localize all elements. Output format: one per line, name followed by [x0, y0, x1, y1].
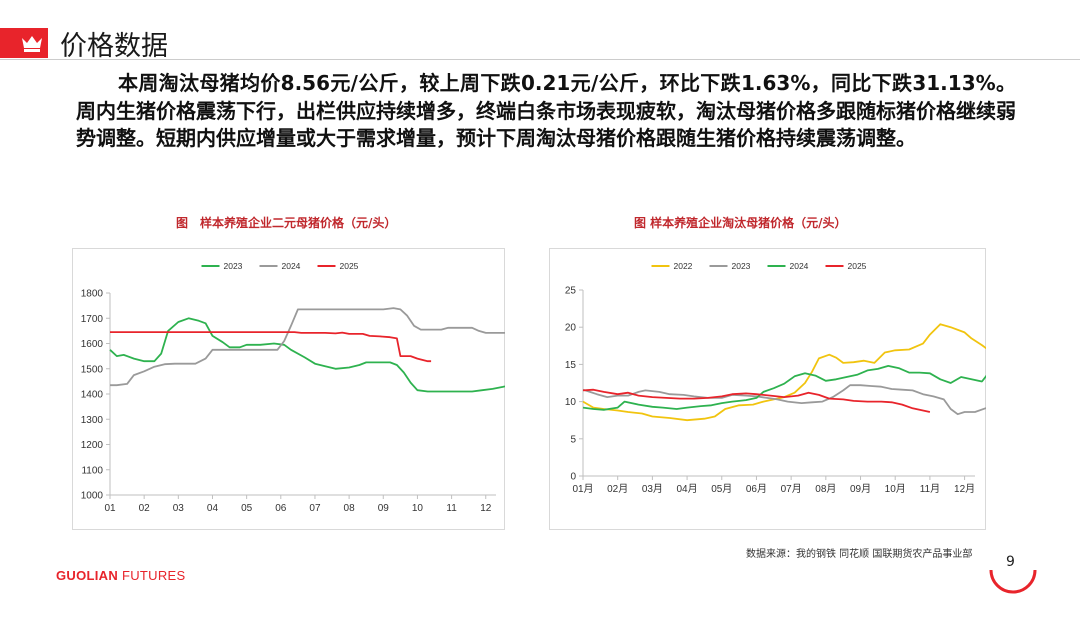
y-tick-label: 1000 [81, 491, 104, 502]
legend-item: 2022 [651, 261, 693, 271]
x-tick-label: 03月 [642, 483, 663, 495]
y-tick-label: 25 [565, 286, 577, 297]
legend-item: 2023 [709, 261, 751, 271]
legend-item: 2024 [767, 261, 809, 271]
y-tick-label: 1100 [81, 465, 103, 476]
brand-logo: GUOLIAN FUTURES [56, 568, 185, 583]
data-source: 数据来源：我的钢铁 同花顺 国联期货农产品事业部 [746, 549, 973, 560]
legend-item: 2024 [259, 261, 301, 271]
series-line-2023 [582, 384, 986, 416]
series-line-2022 [582, 323, 986, 422]
series-line-2024 [582, 365, 986, 411]
y-tick-label: 1600 [81, 339, 104, 350]
legend-label: 2023 [732, 261, 751, 271]
chart-panel [549, 248, 986, 530]
y-tick-label: 0 [570, 472, 576, 483]
y-tick-label: 5 [570, 434, 576, 445]
x-tick-label: 07月 [781, 483, 802, 495]
chart-left-svg: 1000 1100 1200 1300 1400 1500 1600 1700 1800 01 02… [72, 248, 505, 530]
chart-right: 0 5 10 15 20 25 01月 02月 03月 04月 05月 06月 07月 08月 09月 10月… [549, 248, 986, 530]
chart-panel [72, 248, 505, 530]
x-tick-label: 08月 [815, 483, 836, 495]
page-number: 9 [1006, 554, 1015, 570]
y-tick-label: 1400 [81, 390, 104, 401]
x-tick-label: 12 [480, 503, 492, 514]
x-tick-label: 01月 [572, 483, 593, 495]
x-tick-label: 06月 [746, 483, 767, 495]
x-tick-label: 02 [139, 503, 151, 514]
x-tick-label: 01 [104, 503, 116, 514]
chart-left: 1000 1100 1200 1300 1400 1500 1600 1700 1800 01 02… [72, 248, 505, 530]
brand-name-bold: GUOLIAN [56, 568, 119, 583]
x-tick-label: 10 [412, 503, 424, 514]
y-tick-label: 15 [565, 360, 577, 371]
legend-label: 2025 [340, 261, 359, 271]
x-tick-label: 03 [173, 503, 185, 514]
series-line-2023 [109, 317, 505, 393]
summary-paragraph: 本周淘汰母猪均价8.56元/公斤，较上周下跌0.21元/公斤，环比下跌1.63%… [76, 71, 1016, 150]
x-tick-label: 07 [309, 503, 321, 514]
page-title: 价格数据 [60, 31, 168, 62]
x-tick-label: 05月 [711, 483, 732, 495]
x-tick-label: 04月 [677, 483, 698, 495]
x-tick-label: 12月 [954, 483, 975, 495]
legend-item: 2023 [201, 261, 243, 271]
series-line-2025 [110, 331, 432, 363]
legend-label: 2024 [790, 261, 809, 271]
x-tick-label: 11 [446, 503, 457, 514]
x-tick-label: 10月 [885, 483, 906, 495]
header-divider [0, 59, 1080, 60]
legend-label: 2024 [282, 261, 301, 271]
legend-item: 2025 [317, 261, 359, 271]
crown-icon [22, 36, 42, 52]
legend-label: 2023 [224, 261, 243, 271]
x-tick-label: 04 [207, 503, 219, 514]
x-tick-label: 09月 [850, 483, 871, 495]
legend-label: 2025 [848, 261, 867, 271]
series-line-2025 [582, 388, 931, 413]
y-tick-label: 20 [565, 323, 577, 334]
legend-label: 2022 [674, 261, 693, 271]
page-number-arc [989, 569, 1037, 594]
chart-title-right: 图 样本养殖企业淘汰母猪价格（元/头） [634, 216, 847, 230]
chart-title-left: 图 样本养殖企业二元母猪价格（元/头） [176, 216, 397, 230]
x-tick-label: 09 [378, 503, 390, 514]
brand-name-thin: FUTURES [121, 568, 186, 583]
x-tick-label: 05 [241, 503, 253, 514]
y-tick-label: 10 [565, 397, 577, 408]
y-tick-label: 1700 [81, 314, 104, 325]
legend-item: 2025 [825, 261, 867, 271]
y-tick-label: 1500 [81, 364, 104, 375]
y-tick-label: 1800 [81, 289, 104, 300]
x-tick-label: 06 [275, 503, 287, 514]
x-tick-label: 08 [344, 503, 356, 514]
series-line-2024 [110, 307, 505, 387]
y-tick-label: 1300 [81, 415, 104, 426]
x-tick-label: 02月 [607, 483, 628, 495]
x-tick-label: 11月 [920, 483, 940, 495]
y-tick-label: 1200 [81, 440, 104, 451]
